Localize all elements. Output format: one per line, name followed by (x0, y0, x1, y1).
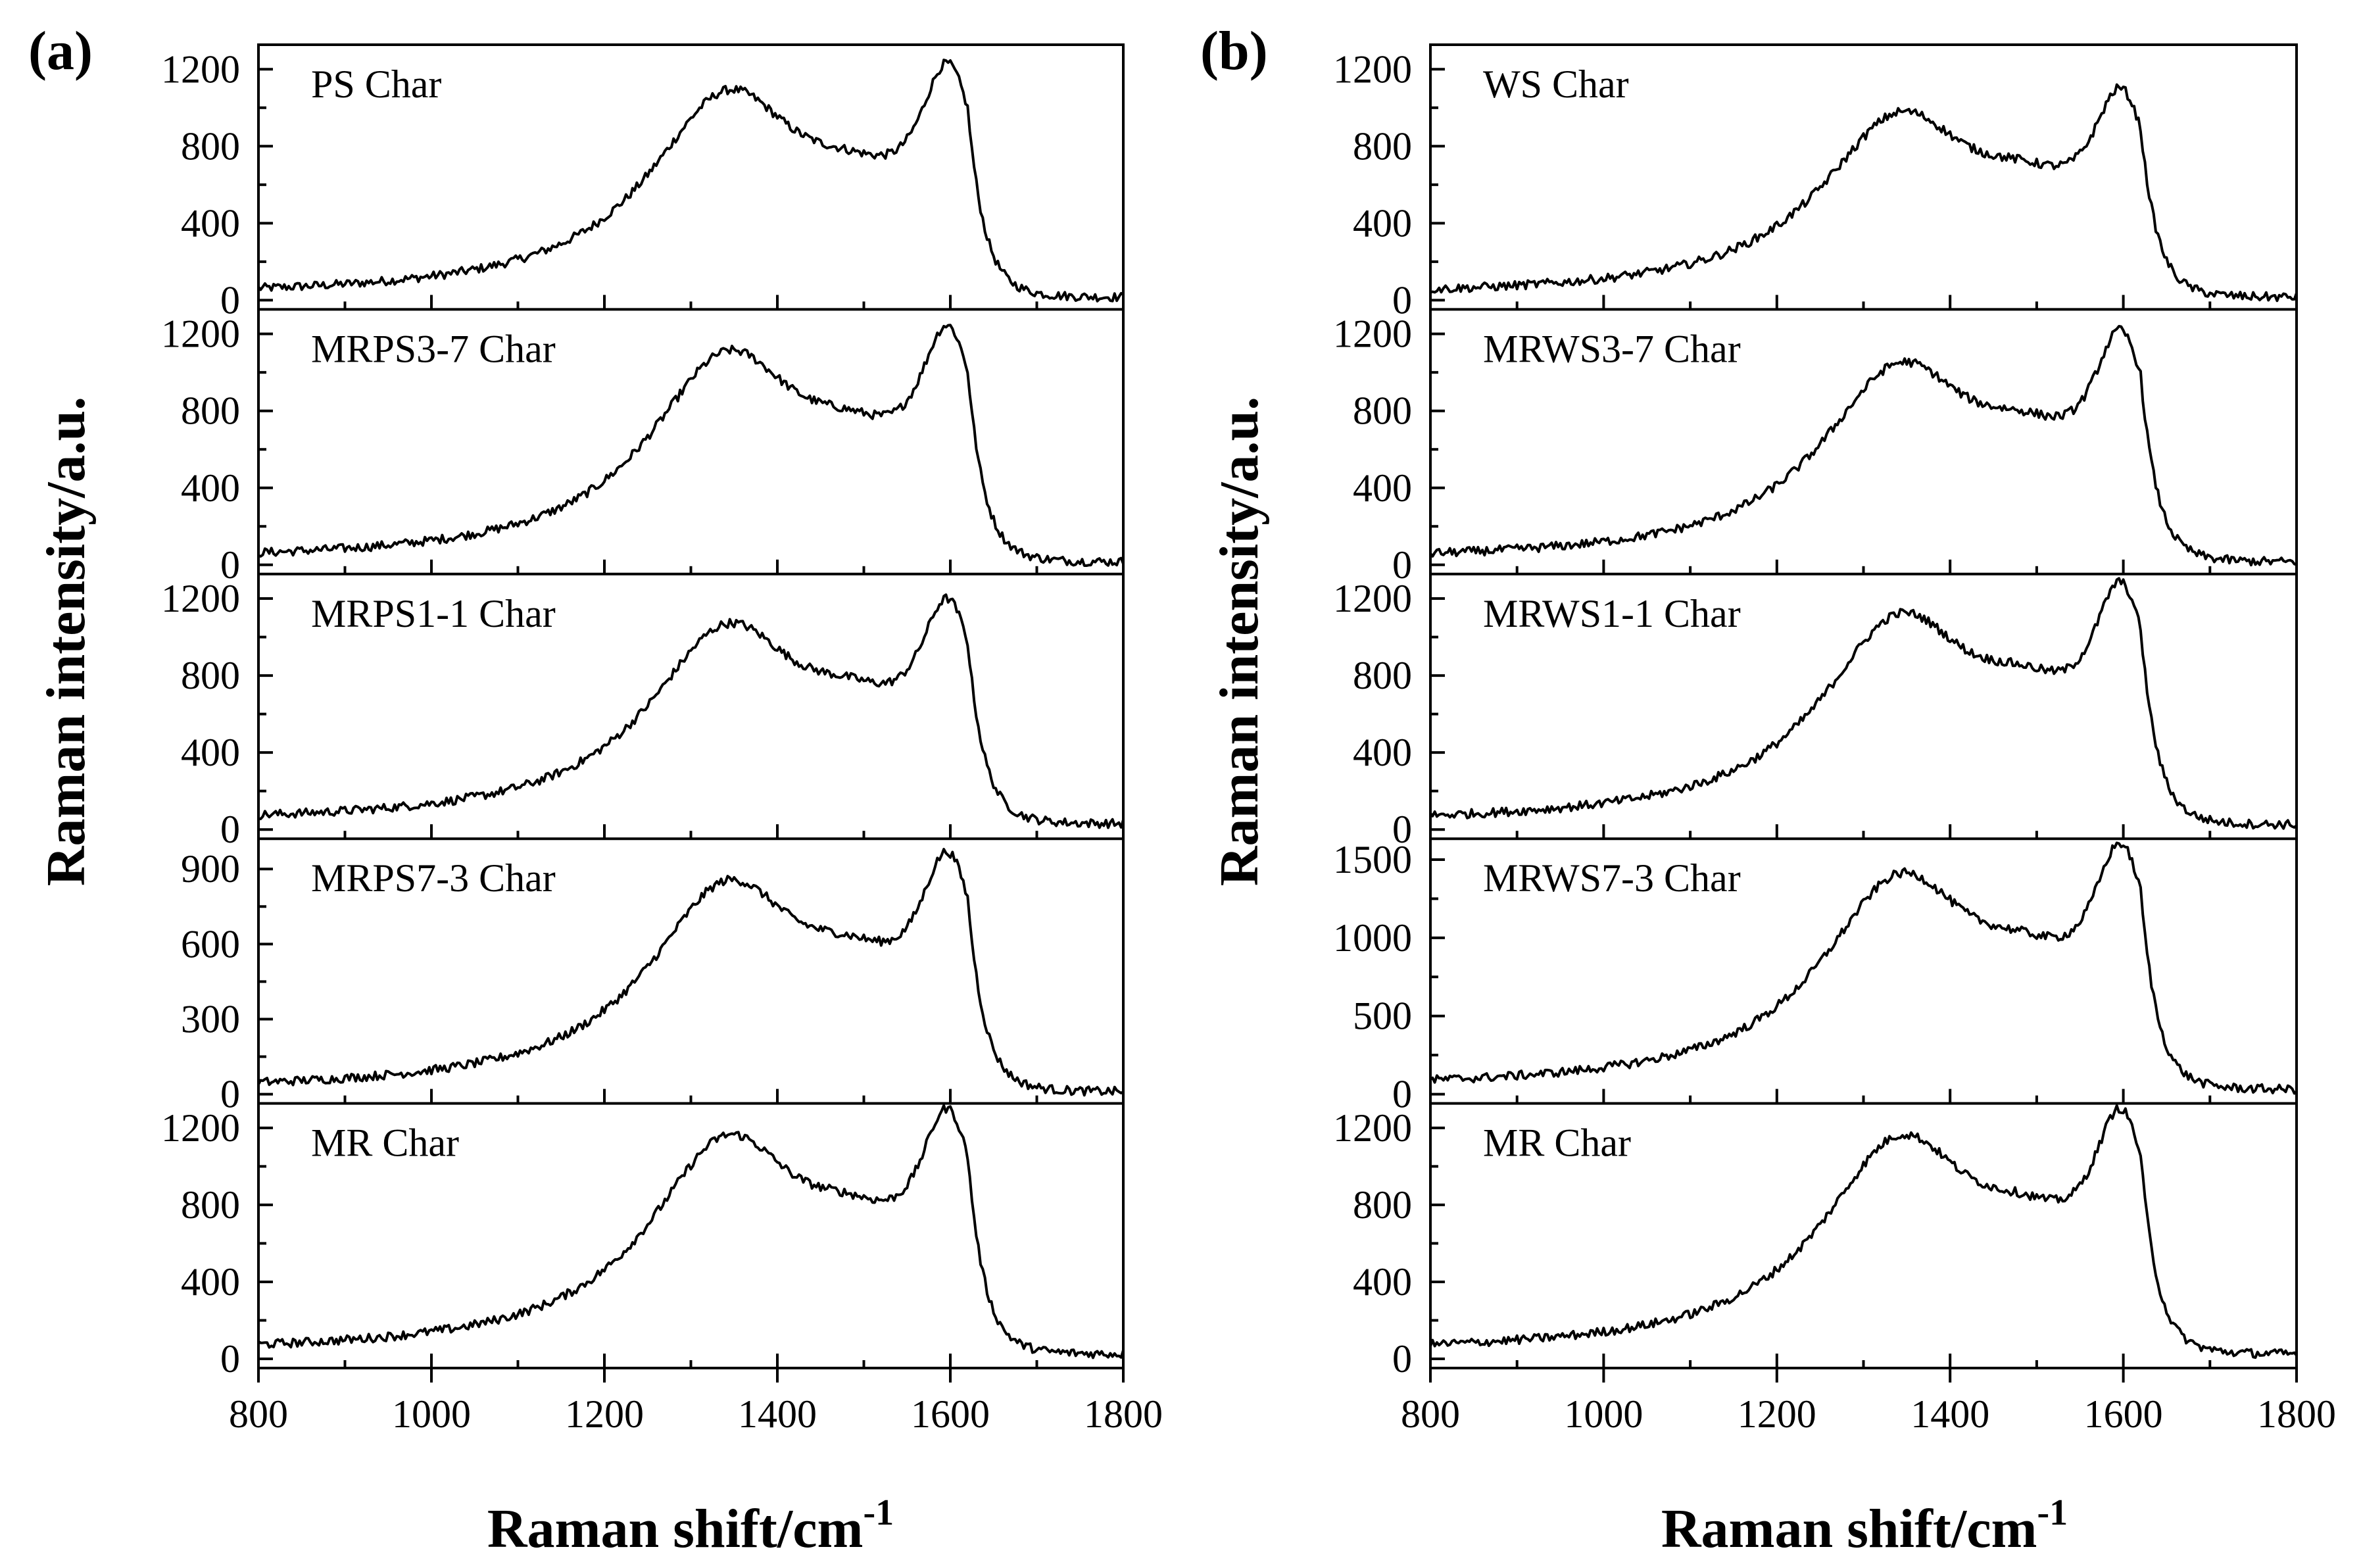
x-tick-label: 1800 (2257, 1392, 2336, 1436)
x-tick-label: 1600 (911, 1392, 990, 1436)
spectrum-line (258, 324, 1125, 567)
x-tick-label: 1000 (392, 1392, 471, 1436)
x-tick-label: 800 (1401, 1392, 1460, 1436)
subplot-label: PS Char (311, 62, 441, 106)
x-tick-label: 1200 (565, 1392, 644, 1436)
subplot-label: WS Char (1483, 62, 1629, 106)
panel-letter: (a) (28, 20, 93, 82)
spectrum-line (258, 593, 1125, 829)
y-tick-label: 0 (1392, 278, 1412, 322)
y-tick-label: 0 (220, 808, 240, 851)
y-tick-label: 0 (1392, 808, 1412, 851)
y-tick-label: 0 (220, 1337, 240, 1381)
subplot-label: MRPS7-3 Char (311, 856, 556, 900)
x-axis-title-b-main: Raman shift/cm (1661, 1498, 2037, 1559)
y-tick-label: 0 (1392, 1337, 1412, 1381)
spectrum-line (257, 59, 1124, 303)
y-tick-label: 400 (181, 731, 240, 774)
spectrum-line (1430, 83, 2298, 303)
y-tick-label: 1500 (1333, 838, 1412, 881)
spectrum-line (257, 1104, 1125, 1360)
y-tick-label: 1200 (1333, 47, 1412, 91)
subplot-label: MRWS3-7 Char (1483, 327, 1741, 370)
y-tick-label: 1200 (1333, 1106, 1412, 1150)
y-tick-label: 0 (1392, 1073, 1412, 1116)
spectrum-line (1429, 1104, 2298, 1360)
x-axis-title-b: Raman shift/cm-1 (1661, 1492, 2068, 1559)
spectrum-line (257, 848, 1124, 1097)
y-tick-label: 800 (181, 1183, 240, 1227)
y-tick-label: 1000 (1333, 916, 1412, 960)
y-tick-label: 400 (181, 1260, 240, 1304)
x-tick-label: 800 (229, 1392, 288, 1436)
x-axis-title-b-sup: -1 (2037, 1492, 2068, 1533)
plot-frame (1429, 43, 2298, 1369)
x-tick-label: 1200 (1738, 1392, 1816, 1436)
y-tick-label: 600 (181, 922, 240, 966)
y-tick-label: 800 (181, 124, 240, 168)
y-tick-label: 400 (1353, 201, 1412, 245)
y-tick-label: 800 (1353, 1183, 1412, 1227)
x-axis-title-a: Raman shift/cm-1 (487, 1492, 894, 1559)
spectrum-line (1429, 577, 2298, 830)
x-tick-label: 1400 (1911, 1392, 1989, 1436)
y-tick-label: 900 (181, 847, 240, 891)
x-axis-title-a-sup: -1 (863, 1492, 894, 1533)
subplot-label: MRWS7-3 Char (1483, 856, 1741, 900)
x-tick-label: 1400 (738, 1392, 817, 1436)
y-tick-label: 1200 (1333, 577, 1412, 620)
y-tick-label: 800 (181, 389, 240, 433)
y-tick-label: 0 (220, 543, 240, 587)
y-tick-label: 800 (1353, 389, 1412, 433)
x-axis-title-a-main: Raman shift/cm (487, 1498, 864, 1559)
y-tick-label: 1200 (1333, 312, 1412, 356)
y-tick-label: 800 (181, 654, 240, 697)
y-axis-title-a: Raman intensity/a.u. (36, 397, 97, 886)
x-tick-label: 1800 (1084, 1392, 1163, 1436)
x-tick-label: 1000 (1564, 1392, 1643, 1436)
subplot-label: MRPS1-1 Char (311, 592, 556, 635)
y-tick-label: 400 (1353, 466, 1412, 510)
y-tick-label: 0 (1392, 543, 1412, 587)
subplot-label: MRWS1-1 Char (1483, 592, 1741, 635)
y-tick-label: 1200 (161, 1106, 240, 1150)
y-tick-label: 0 (220, 1073, 240, 1116)
subplot-label: MRPS3-7 Char (311, 327, 556, 370)
plot-frame (257, 43, 1125, 1369)
subplot-label: MR Char (1483, 1121, 1631, 1165)
y-tick-label: 400 (1353, 1260, 1412, 1304)
y-tick-label: 1200 (161, 577, 240, 620)
panel-b: (b) 0 400 800 1200 WS Char 0 400 800 1200 MRWS3-7 … (1200, 20, 2336, 1436)
y-tick-label: 400 (181, 201, 240, 245)
panel-letter: (b) (1200, 20, 1268, 82)
panel-a: (a) 0 400 800 1200 PS Char 0 400 800 1200 MRPS3-7 … (28, 20, 1163, 1436)
y-tick-label: 500 (1353, 994, 1412, 1038)
y-tick-label: 1200 (161, 47, 240, 91)
y-tick-label: 400 (1353, 731, 1412, 774)
y-tick-label: 1200 (161, 312, 240, 356)
spectrum-line (1429, 841, 2298, 1095)
y-tick-label: 800 (1353, 124, 1412, 168)
y-tick-label: 400 (181, 466, 240, 510)
subplot-label: MR Char (311, 1121, 459, 1165)
x-tick-label: 1600 (2084, 1392, 2163, 1436)
y-axis-title-b: Raman intensity/a.u. (1209, 397, 1270, 886)
spectrum-line (1429, 325, 2297, 567)
y-tick-label: 0 (220, 278, 240, 322)
y-tick-label: 800 (1353, 654, 1412, 697)
y-tick-label: 300 (181, 997, 240, 1041)
